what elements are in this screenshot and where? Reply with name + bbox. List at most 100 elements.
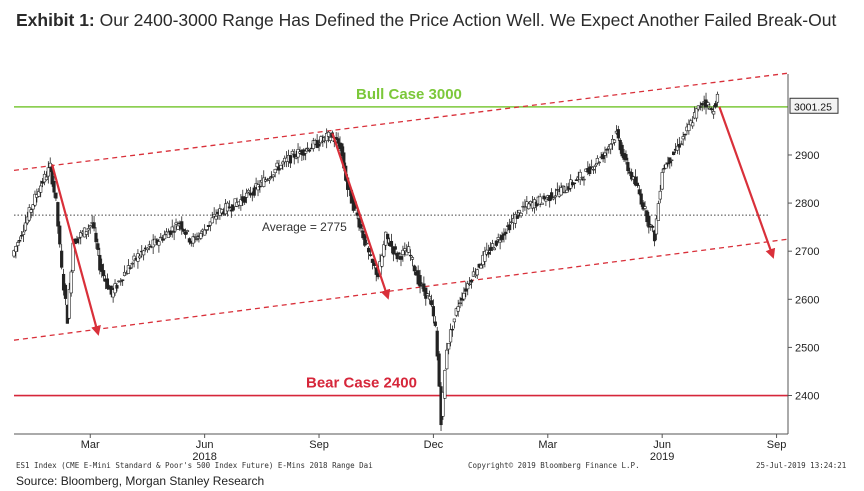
candle [86,224,90,238]
candle [212,207,216,218]
candle [69,269,73,297]
candle [498,234,502,250]
candle [681,131,685,146]
candle [281,160,285,171]
candle [271,174,275,182]
candle [52,176,56,198]
candle [311,137,315,152]
candle [14,245,18,259]
candle [176,221,180,230]
candle [63,283,68,305]
decline-arrow-1 [51,164,101,336]
candle [27,204,31,222]
candle [691,116,695,129]
candle [199,230,203,241]
candle [479,262,483,269]
candle [544,196,548,207]
candle [660,168,664,191]
candle [288,154,293,168]
candle [700,102,704,112]
candle [658,184,662,204]
candle [492,246,497,251]
candle [44,171,49,181]
candle [630,168,634,182]
candle [694,108,699,122]
candle [399,254,403,267]
candle [210,211,214,224]
candle [431,299,436,324]
candle [100,258,104,278]
candle [161,234,165,243]
y-tick-label: 2600 [795,294,819,306]
candle [239,194,243,211]
candle [565,183,569,193]
candle [462,287,466,302]
candle [441,391,445,420]
y-tick-label: 2500 [795,342,819,354]
candle [16,240,20,252]
candle [435,326,439,361]
candle [79,230,83,245]
candle [214,209,218,225]
bear-case-label: Bear Case 2400 [306,375,417,392]
candle [305,142,310,152]
candle [157,238,161,253]
last-price-label: 3001.25 [794,101,832,113]
candle [174,218,178,232]
candle [591,166,596,174]
candle [500,231,504,243]
candle [395,251,399,263]
candle [136,249,140,269]
candle [185,229,190,235]
x-tick-label: Dec [424,439,444,451]
chart-title: Exhibit 1: Our 2400-3000 Range Has Defin… [16,8,846,33]
candle [706,101,710,110]
candle [712,105,716,119]
candle [633,169,638,187]
last-price-box [789,97,839,114]
candle [588,163,592,177]
candle [366,246,371,260]
footer-series-info: ES1 Index (CME E-Mini Standard & Poor's … [16,461,373,470]
candle [418,269,422,294]
candle [21,224,26,243]
x-tick-label: Mar [81,439,100,451]
decline-arrow-3 [718,106,776,259]
decline-arrow-2 [331,132,391,300]
exhibit-title: Our 2400-3000 Range Has Defined the Pric… [99,10,837,30]
candle [195,232,199,242]
x-tick-label: Jun [653,439,671,451]
candle [244,188,249,204]
candle [206,225,211,231]
candle [593,163,598,174]
candle [550,188,554,201]
candle [182,228,186,234]
candle [454,307,458,318]
candle [590,159,594,170]
candle [94,227,98,249]
candle [687,119,691,135]
candle [29,208,33,219]
candle [410,255,415,267]
candle [647,211,651,234]
candle [601,151,605,163]
candle [31,204,35,217]
candle [553,188,558,205]
candle [448,323,453,347]
candle [119,277,123,286]
candle [105,273,110,290]
candle [450,325,455,337]
candle [294,150,298,160]
candle [267,176,272,184]
candle [204,229,209,234]
lower-channel-line [13,238,789,341]
candle [231,204,235,212]
candle [180,216,184,235]
average-label: Average = 2775 [262,220,347,234]
y-tick-label: 2400 [795,391,819,403]
candle [609,143,613,155]
candle [170,219,174,238]
candle [555,182,559,196]
candle [46,161,50,184]
footer-copyright: Copyright© 2019 Bloomberg Finance L.P. [468,461,640,470]
